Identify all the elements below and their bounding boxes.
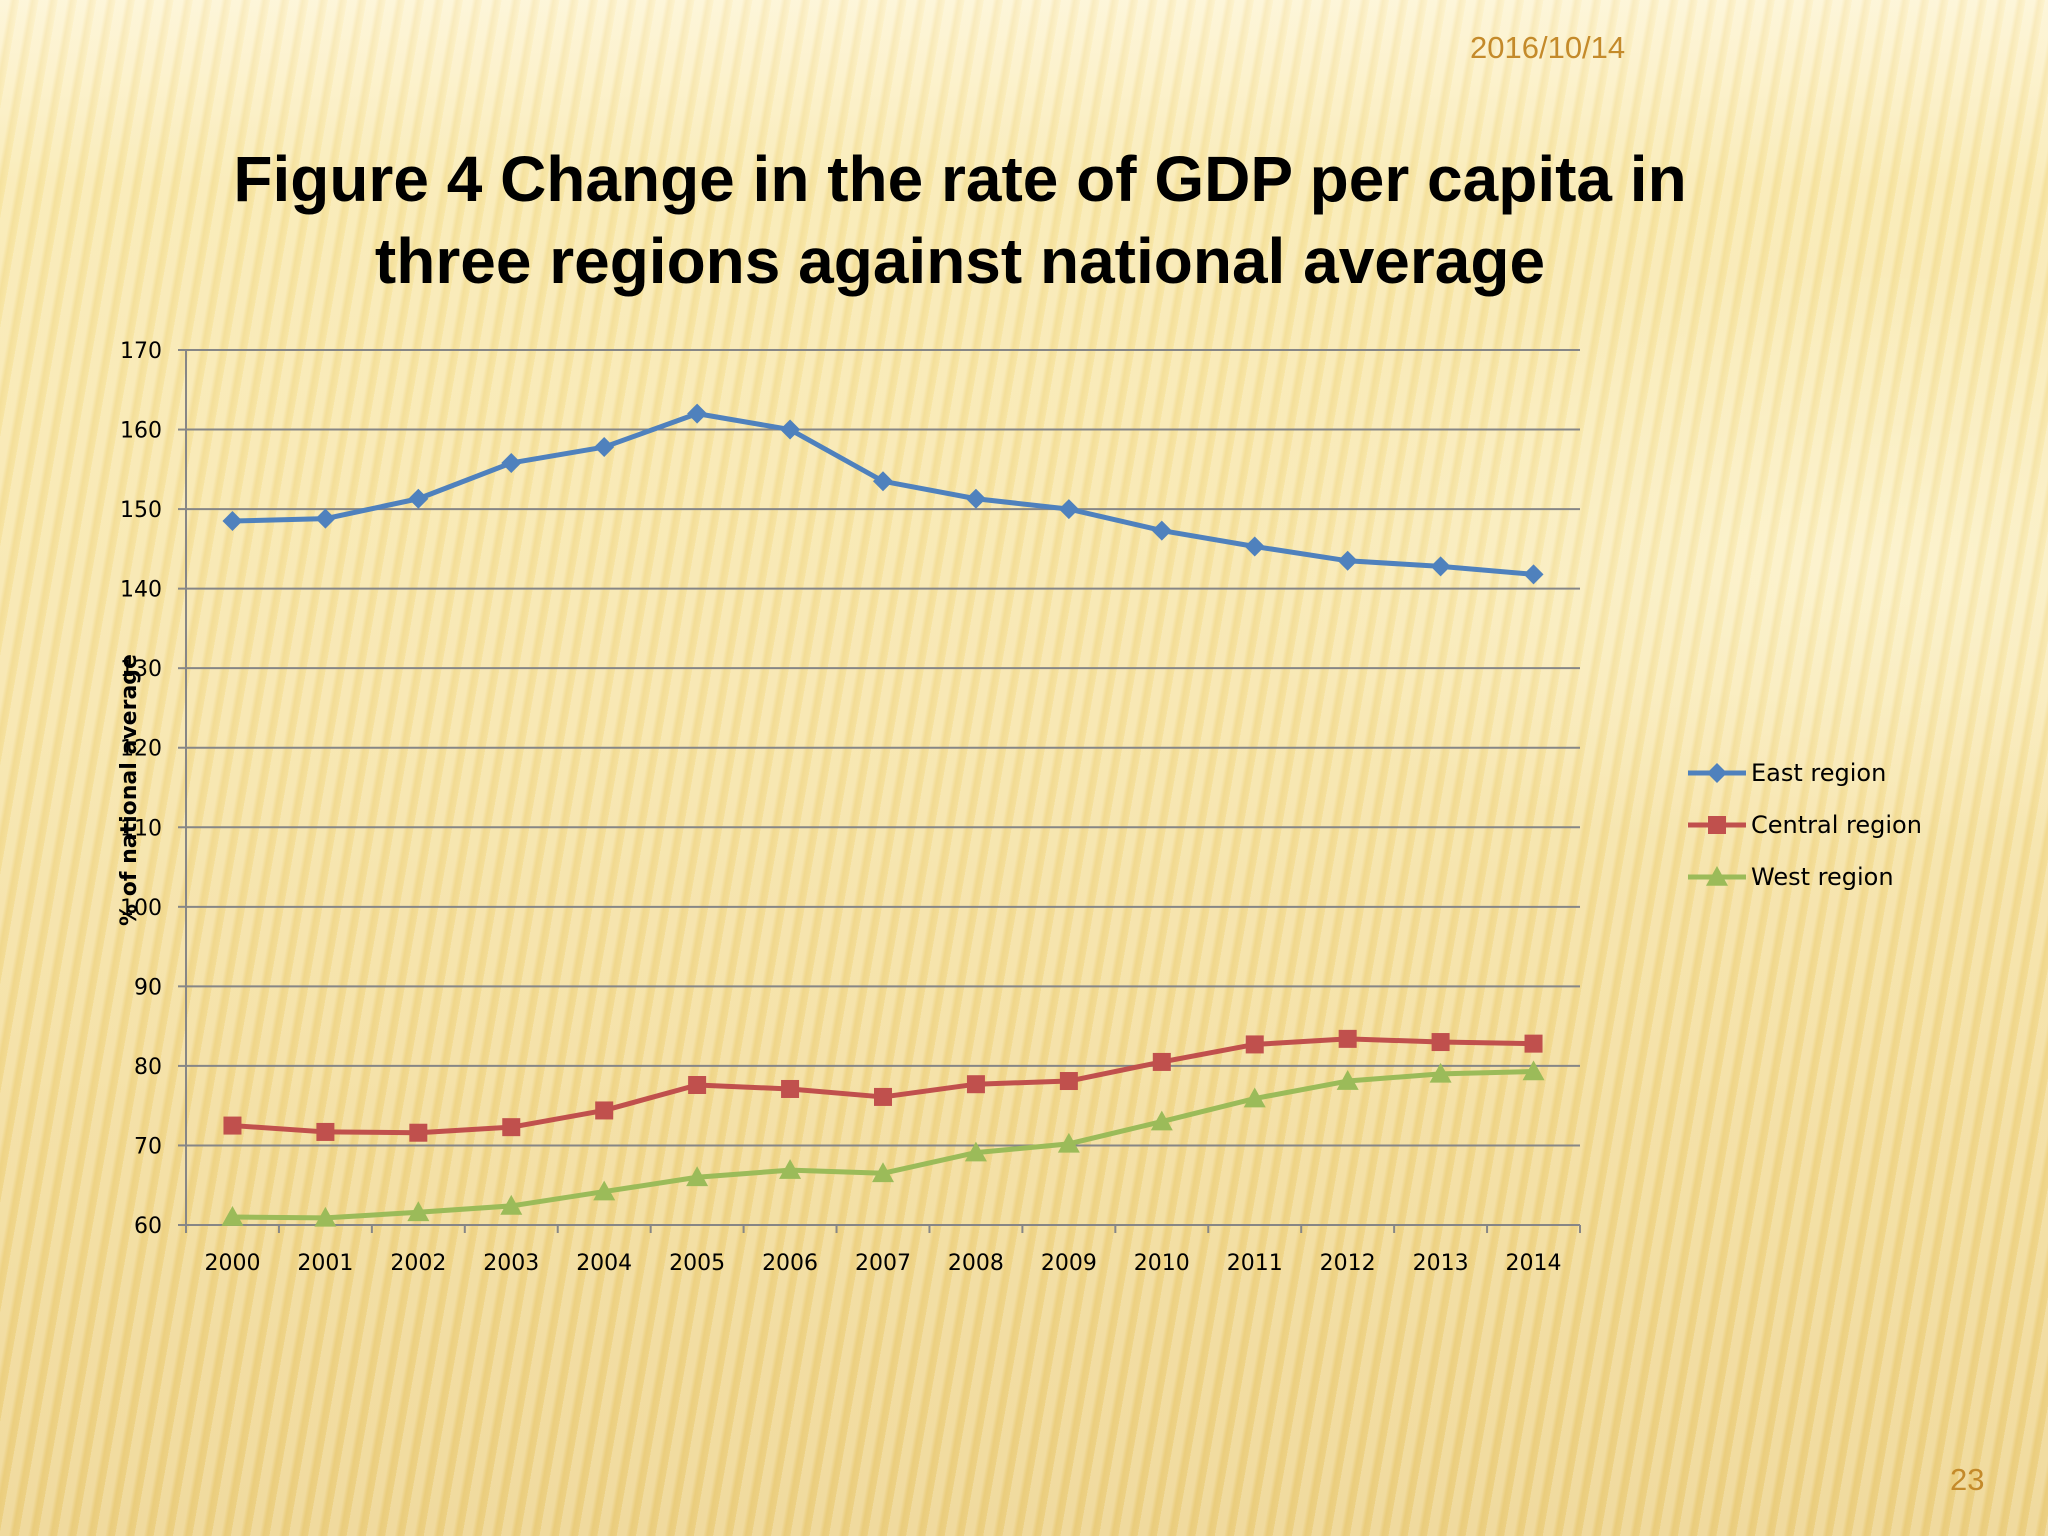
data-point-central-region-2001: [316, 1122, 335, 1141]
data-point-central-region-2014: [1524, 1034, 1543, 1053]
y-tick-label: 140: [120, 578, 162, 603]
x-tick-label-2005: 2005: [669, 1251, 725, 1276]
legend-entry-central-region: Central region: [1688, 811, 1922, 839]
data-point-central-region-2011: [1245, 1035, 1264, 1054]
x-tick-label-2012: 2012: [1320, 1251, 1376, 1276]
data-point-west-region-2004: [593, 1180, 616, 1201]
series-east-region: [222, 403, 1544, 585]
data-point-west-region-2012: [1336, 1070, 1359, 1090]
x-tick-label-2002: 2002: [390, 1251, 446, 1276]
data-point-west-region-2008: [964, 1141, 987, 1162]
legend-label-central-region: Central region: [1751, 811, 1922, 839]
data-point-west-region-2002: [407, 1201, 430, 1222]
y-tick-label: 90: [134, 975, 162, 1000]
data-point-central-region-2002: [409, 1123, 428, 1142]
series-lines: [221, 403, 1545, 1227]
y-tick-label: 70: [134, 1134, 162, 1159]
data-point-east-region-2003: [501, 452, 522, 473]
data-point-central-region-2003: [502, 1118, 521, 1137]
data-point-central-region-2006: [781, 1079, 800, 1098]
legend-entry-east-region: East region: [1688, 759, 1886, 787]
legend-marker-east-region: [1707, 763, 1727, 783]
y-tick-label: 110: [120, 816, 162, 841]
data-point-central-region-2004: [595, 1101, 614, 1120]
data-point-east-region-2005: [687, 403, 708, 424]
data-point-central-region-2005: [688, 1076, 707, 1094]
data-point-west-region-2014: [1522, 1060, 1545, 1081]
y-tick-label: 150: [120, 498, 162, 523]
slide-date: 2016/10/14: [1470, 30, 1626, 65]
legend: East region Central region West region: [1688, 759, 1922, 891]
x-tick-label-2010: 2010: [1134, 1251, 1190, 1276]
data-point-west-region-2009: [1057, 1132, 1080, 1153]
x-tick-label-2011: 2011: [1227, 1251, 1283, 1276]
y-tick-label: 160: [120, 419, 162, 444]
series-line-central-region: [232, 1036, 1534, 1136]
data-point-west-region-2010: [1150, 1110, 1173, 1131]
legend-marker-central-region: [1708, 816, 1726, 834]
data-point-east-region-2009: [1058, 499, 1079, 520]
data-point-west-region-2011: [1243, 1087, 1266, 1108]
data-point-west-region-2007: [872, 1162, 894, 1183]
title-line-2: three regions against national average: [374, 225, 1546, 297]
data-point-central-region-2010: [1152, 1052, 1171, 1071]
y-tick-label: 120: [120, 737, 162, 762]
axes: 60 70 80 90 100 110 120 130 140 150 160 170 2000 2001…: [120, 339, 1581, 1276]
y-tick-label: 60: [134, 1214, 162, 1239]
y-tick-label: 170: [120, 339, 162, 364]
slide-title: Figure 4 Change in the rate of GDP per c…: [100, 138, 1820, 302]
data-point-central-region-2007: [874, 1087, 892, 1106]
series-line-east-region: [232, 411, 1534, 577]
data-point-east-region-2002: [408, 488, 429, 509]
data-point-east-region-2000: [222, 511, 243, 532]
x-tick-label-2000: 2000: [204, 1251, 260, 1276]
data-point-west-region-2005: [686, 1166, 709, 1187]
data-point-central-region-2013: [1431, 1033, 1450, 1052]
y-tick-label: 80: [134, 1055, 162, 1080]
x-tick-label-2007: 2007: [855, 1251, 911, 1276]
legend-label-east-region: East region: [1751, 759, 1886, 787]
legend-label-west-region: West region: [1751, 863, 1894, 891]
title-line-1: Figure 4 Change in the rate of GDP per c…: [233, 143, 1687, 215]
data-point-east-region-2001: [315, 508, 336, 529]
data-point-west-region-2013: [1429, 1062, 1452, 1083]
data-point-central-region-2009: [1059, 1072, 1078, 1091]
series-west-region: [221, 1060, 1545, 1227]
data-point-east-region-2008: [965, 488, 986, 509]
x-tick-label-2009: 2009: [1041, 1251, 1097, 1276]
y-tick-label: 100: [120, 896, 162, 921]
x-tick-label-2003: 2003: [483, 1251, 539, 1276]
series-central-region: [223, 1029, 1543, 1142]
data-point-east-region-2007: [873, 471, 893, 492]
x-tick-label-2004: 2004: [576, 1251, 632, 1276]
data-point-east-region-2013: [1430, 556, 1451, 577]
x-tick-label-2001: 2001: [297, 1251, 353, 1276]
x-tick-label-2006: 2006: [762, 1251, 818, 1276]
x-tick-label-2014: 2014: [1506, 1251, 1562, 1276]
data-point-central-region-2000: [223, 1116, 242, 1135]
data-point-east-region-2004: [594, 437, 615, 458]
legend-entry-west-region: West region: [1688, 863, 1894, 891]
data-point-west-region-2003: [500, 1194, 523, 1215]
gridlines: [186, 349, 1580, 1226]
x-tick-label-2008: 2008: [948, 1251, 1004, 1276]
data-point-west-region-2000: [221, 1206, 244, 1226]
data-point-west-region-2006: [779, 1159, 802, 1179]
y-axis-title: % of national average: [117, 654, 142, 926]
page-number: 23: [1950, 1462, 1985, 1497]
data-point-central-region-2008: [966, 1075, 985, 1094]
data-point-west-region-2001: [314, 1206, 337, 1227]
legend-marker-west-region: [1706, 866, 1728, 886]
y-tick-label: 130: [120, 657, 162, 682]
data-point-central-region-2012: [1338, 1029, 1357, 1048]
data-point-east-region-2012: [1337, 550, 1358, 571]
data-point-east-region-2006: [780, 419, 801, 440]
data-point-east-region-2014: [1523, 564, 1544, 585]
x-tick-label-2013: 2013: [1413, 1251, 1469, 1276]
data-point-east-region-2010: [1151, 520, 1172, 541]
data-point-east-region-2011: [1244, 536, 1265, 557]
